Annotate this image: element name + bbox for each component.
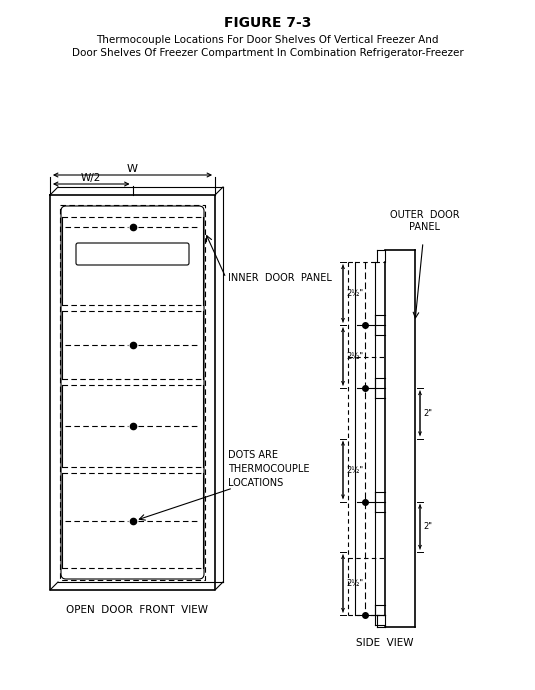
FancyBboxPatch shape bbox=[76, 243, 189, 265]
Text: OPEN  DOOR  FRONT  VIEW: OPEN DOOR FRONT VIEW bbox=[66, 605, 209, 615]
Text: 2": 2" bbox=[423, 408, 432, 417]
Text: 2½": 2½" bbox=[346, 579, 363, 588]
Text: 2": 2" bbox=[423, 522, 432, 531]
Text: Door Shelves Of Freezer Compartment In Combination Refrigerator-Freezer: Door Shelves Of Freezer Compartment In C… bbox=[72, 48, 463, 58]
Text: 2½": 2½" bbox=[346, 466, 363, 475]
Text: W: W bbox=[127, 164, 138, 174]
Text: OUTER  DOOR
PANEL: OUTER DOOR PANEL bbox=[390, 210, 460, 232]
Text: INNER  DOOR  PANEL: INNER DOOR PANEL bbox=[228, 273, 332, 283]
Text: 2½": 2½" bbox=[346, 352, 363, 361]
Text: Thermocouple Locations For Door Shelves Of Vertical Freezer And: Thermocouple Locations For Door Shelves … bbox=[96, 35, 439, 45]
Text: SIDE  VIEW: SIDE VIEW bbox=[356, 638, 414, 648]
Text: FIGURE 7-3: FIGURE 7-3 bbox=[224, 16, 311, 30]
Text: 2½": 2½" bbox=[346, 289, 363, 298]
Text: DOTS ARE
THERMOCOUPLE
LOCATIONS: DOTS ARE THERMOCOUPLE LOCATIONS bbox=[228, 450, 310, 488]
Text: W/2: W/2 bbox=[81, 173, 102, 183]
